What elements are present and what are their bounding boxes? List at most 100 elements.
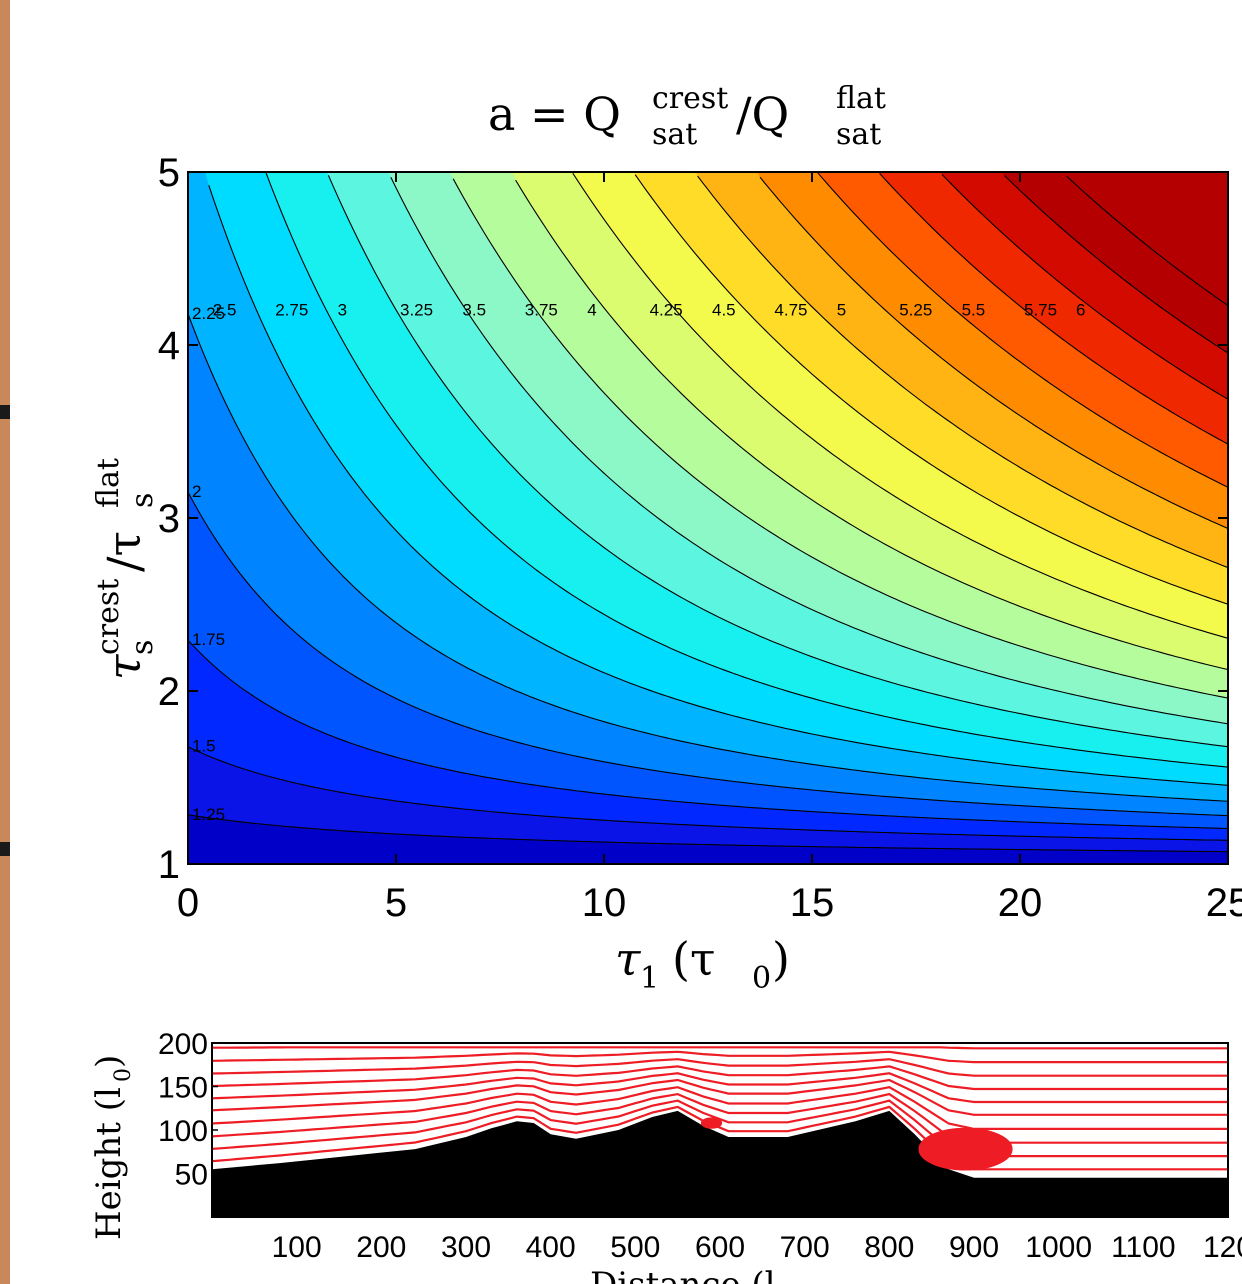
x2-tick-label: 200: [356, 1231, 406, 1264]
svg-text:flat: flat: [836, 81, 886, 116]
x2-tick-label: 120: [1203, 1231, 1242, 1264]
contour-label: 3.75: [525, 300, 558, 319]
streamline: [212, 1099, 1228, 1158]
svg-text:sat: sat: [652, 117, 697, 152]
svg-text:Height (l: Height (l: [89, 1087, 129, 1240]
y-tick-label: 4: [158, 324, 180, 368]
y-tick-label: 3: [158, 497, 180, 541]
y-axis-label: τ s crest /τ s flat: [91, 458, 160, 680]
y-axis-label-2: Height (l 0 ): [89, 1055, 136, 1240]
svg-text:a = Q: a = Q: [488, 87, 621, 141]
x-tick-label: 5: [385, 881, 407, 925]
left-edge-strip: [0, 0, 10, 1284]
svg-text:s: s: [125, 640, 160, 655]
contour-label: 4.5: [712, 300, 736, 319]
contour-line: [1004, 175, 1228, 354]
svg-text:flat: flat: [91, 458, 126, 508]
contour-line: [452, 178, 1228, 699]
contour-label: 2.75: [275, 300, 308, 319]
y-tick-label: 2: [158, 670, 180, 714]
streamline: [212, 1086, 1228, 1130]
y-tick-label: 5: [158, 151, 180, 195]
x-axis-label: τ 1 (τ 0 ): [615, 932, 790, 990]
x-tick-label: 15: [790, 881, 835, 925]
y2-tick-label: 200: [158, 1028, 208, 1061]
streamline: [212, 1065, 1228, 1091]
svg-text:crest: crest: [652, 81, 728, 116]
contour-chart: 1.25 1.5 1.75 2 2.252.5 2.75 3 3.25 3.5 3.75 4 4.25…: [91, 81, 1242, 990]
chart-title: a = Q crest sat /Q flat sat: [488, 81, 886, 152]
recirculation-eddy: [918, 1127, 1013, 1171]
contour-line: [188, 491, 1228, 817]
contour-line: [390, 177, 1228, 725]
contour-label: 2: [192, 482, 201, 501]
x-tick-label: 10: [582, 881, 627, 925]
x2-tick-label: 600: [695, 1231, 745, 1264]
contour-label: 5.75: [1024, 300, 1057, 319]
contour-line: [816, 172, 1228, 488]
streamline: [212, 1078, 1228, 1116]
svg-text:0: 0: [111, 1068, 136, 1082]
contour-label: 5.5: [962, 300, 986, 319]
contour-line: [634, 174, 1228, 605]
x-tick-label: 20: [998, 881, 1043, 925]
svg-text:crest: crest: [91, 579, 126, 655]
x2-tick-label: 400: [526, 1231, 576, 1264]
recirculation-eddy: [959, 1140, 998, 1158]
contour-label: 4.75: [774, 300, 807, 319]
streamline: [212, 1050, 1228, 1064]
contour-band: [188, 814, 1228, 864]
contour-line: [188, 814, 1228, 853]
contour-line: [697, 175, 1228, 569]
contour-label: 1.75: [192, 630, 225, 649]
streamline: [212, 1058, 1228, 1077]
x2-tick-label: 800: [864, 1231, 914, 1264]
contour-line: [265, 172, 1228, 768]
recirculation-eddy: [700, 1117, 723, 1129]
svg-text:1: 1: [640, 961, 659, 990]
x-axis-label-2: Distance (l: [590, 1265, 776, 1284]
x2-tick-label: 1100: [1111, 1231, 1176, 1264]
y2-tick-label: 100: [158, 1115, 208, 1148]
y-tick-label: 1: [158, 843, 180, 887]
x2-tick-label: 900: [949, 1231, 999, 1264]
terrain-profile: [212, 1110, 1228, 1217]
y2-tick-label: 50: [175, 1159, 208, 1192]
contour-label: 1.25: [192, 805, 225, 824]
contour-line: [572, 172, 1228, 639]
contour-band: [188, 746, 1228, 864]
contour-line: [327, 175, 1228, 748]
streamline: [212, 1072, 1228, 1104]
contour-line: [515, 179, 1228, 671]
contour-line: [879, 173, 1228, 445]
x2-tick-label: 300: [441, 1231, 491, 1264]
contour-line: [208, 185, 1228, 786]
streamline: [212, 1092, 1228, 1144]
x2-tick-label: 500: [610, 1231, 660, 1264]
y2-tick-label: 150: [158, 1072, 208, 1105]
plot-frame-2: [211, 1042, 1229, 1218]
svg-text:): ): [772, 932, 790, 986]
svg-text:Distance (l: Distance (l: [590, 1265, 776, 1284]
contour-label: 5: [837, 300, 846, 319]
contour-label: 5.25: [899, 300, 932, 319]
svg-text:): ): [89, 1055, 129, 1068]
contour-label: 2.5: [213, 300, 237, 319]
contour-line: [188, 639, 1228, 830]
svg-text:sat: sat: [836, 117, 881, 152]
contour-label: 4.25: [650, 300, 683, 319]
contour-label: 3.5: [462, 300, 486, 319]
contour-label: 3: [338, 300, 347, 319]
svg-text:0: 0: [752, 961, 771, 990]
streamline: [212, 1105, 1228, 1171]
contour-label: 1.5: [192, 737, 216, 756]
x-tick-label: 25: [1206, 881, 1242, 925]
contour-line: [188, 746, 1228, 841]
contour-line: [188, 313, 1228, 802]
svg-text:τ: τ: [97, 653, 151, 680]
recirculation-eddy: [941, 1134, 1007, 1164]
contour-line: [759, 176, 1228, 530]
contour-label: 2.25: [192, 304, 225, 323]
contour-line: [1066, 175, 1228, 307]
contour-label: 3.25: [400, 300, 433, 319]
